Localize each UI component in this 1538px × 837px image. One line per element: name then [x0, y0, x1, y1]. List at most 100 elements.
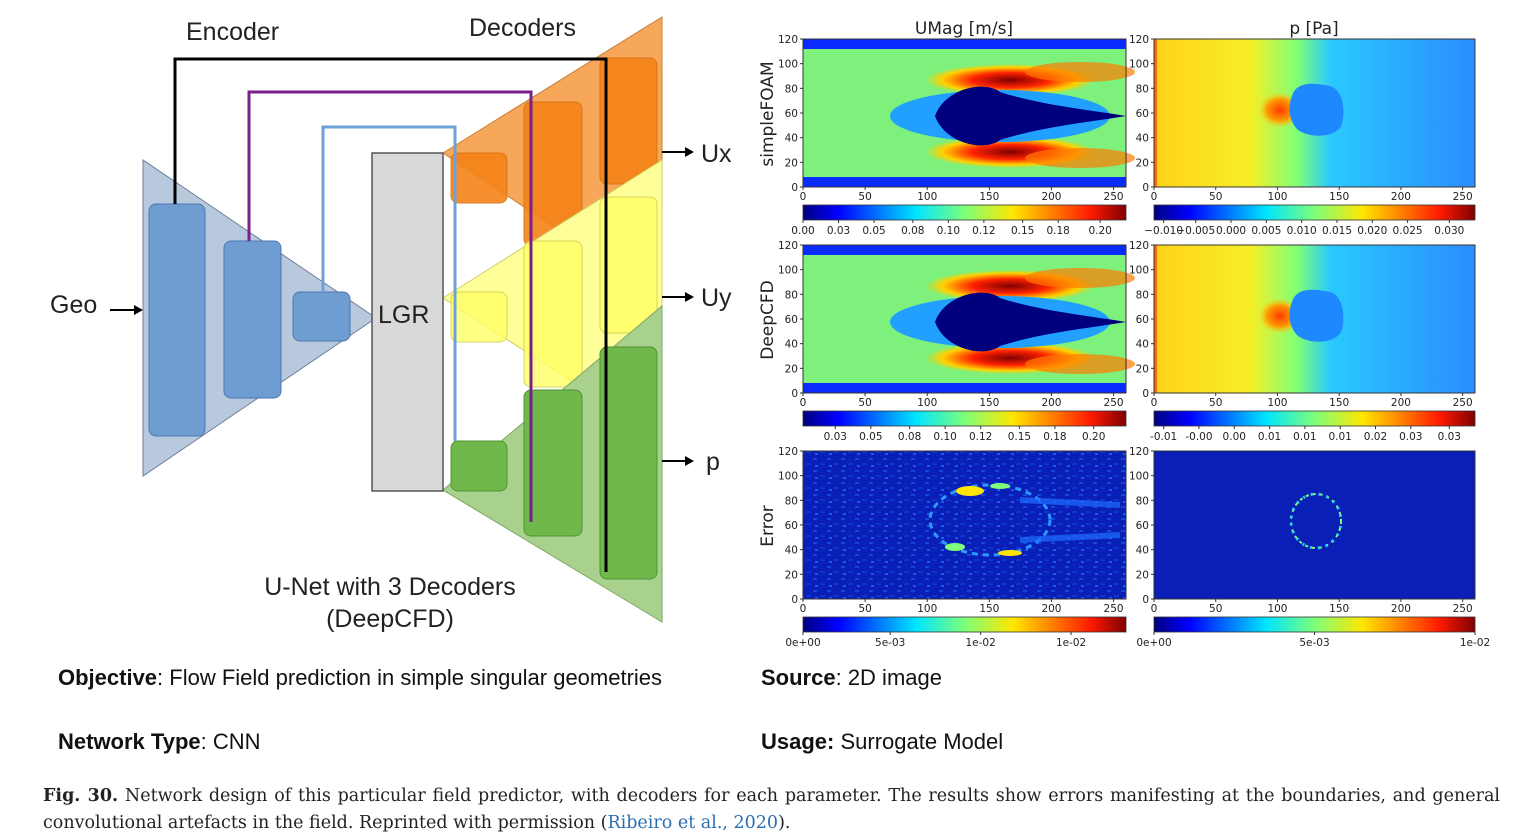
colorbar-tick-label: 0.02 — [1364, 431, 1387, 443]
y-tick-label: 20 — [785, 363, 798, 375]
colorbar-tick-label: 0.010 — [1287, 225, 1317, 237]
colorbar — [802, 616, 1127, 633]
x-tick-label: 50 — [1209, 191, 1222, 203]
y-tick-label: 40 — [1136, 133, 1149, 145]
x-tick-label: 150 — [979, 397, 999, 409]
y-tick-label: 120 — [1129, 446, 1149, 458]
encoder-block — [148, 203, 206, 437]
caption-tail: ). — [778, 813, 791, 833]
input-arrowhead — [134, 305, 143, 315]
x-tick-label: 50 — [1209, 397, 1222, 409]
skip-connection-blue — [321, 125, 457, 441]
x-tick-label: 0 — [800, 191, 807, 203]
encoder-block — [223, 240, 282, 399]
colorbar-tick-label: 0.020 — [1357, 225, 1387, 237]
x-tick-label: 250 — [1104, 191, 1124, 203]
skip-connection-black — [173, 57, 608, 572]
x-tick-label: 150 — [979, 603, 999, 615]
column-title-umag: UMag [m/s] — [915, 19, 1013, 39]
decoder-block — [450, 440, 508, 492]
x-tick-label: 150 — [1329, 603, 1349, 615]
colorbar-tick-label: 1e-02 — [1460, 637, 1490, 649]
colorbar-tick-label: 0.030 — [1434, 225, 1464, 237]
y-tick-label: 120 — [778, 34, 798, 46]
objective-line: Objective: Flow Field prediction in simp… — [58, 665, 662, 691]
y-tick-label: 60 — [1136, 520, 1149, 532]
y-tick-label: 40 — [785, 133, 798, 145]
y-tick-label: 40 — [785, 339, 798, 351]
caption-text: Network design of this particular field … — [43, 786, 1500, 833]
decoder-block — [523, 240, 583, 388]
x-tick-label: 100 — [1267, 603, 1287, 615]
source-value: : 2D image — [835, 665, 942, 690]
colorbar-tick-label: 0.20 — [1082, 431, 1105, 443]
y-tick-label: 80 — [785, 495, 798, 507]
colorbar-tick-label: 5e-03 — [1299, 637, 1329, 649]
x-tick-label: 100 — [1267, 397, 1287, 409]
colorbar-tick-label: 0.12 — [969, 431, 992, 443]
colorbar — [1153, 204, 1476, 221]
y-tick-label: 20 — [1136, 363, 1149, 375]
colorbar — [802, 204, 1127, 221]
colorbar-tick-label: 0.01 — [1293, 431, 1316, 443]
decoder-block — [599, 346, 658, 580]
x-tick-label: 250 — [1453, 191, 1473, 203]
x-tick-label: 50 — [858, 603, 871, 615]
colorbar-tick-label: 0.08 — [901, 225, 924, 237]
y-tick-label: 0 — [791, 388, 798, 400]
y-tick-label: 0 — [791, 182, 798, 194]
y-tick-label: 100 — [1129, 265, 1149, 277]
x-tick-label: 0 — [800, 397, 807, 409]
caption-reference-link[interactable]: Ribeiro et al., 2020 — [607, 813, 779, 833]
y-tick-label: 0 — [1142, 182, 1149, 194]
objective-key: Objective — [58, 665, 158, 690]
output-label-ux: Ux — [701, 140, 732, 168]
figure-caption: Fig. 30. Network design of this particul… — [43, 783, 1500, 837]
colorbar-tick-label: 0.05 — [862, 225, 885, 237]
x-tick-label: 0 — [1151, 397, 1158, 409]
colorbar-tick-label: 0.10 — [933, 431, 956, 443]
x-tick-label: 100 — [1267, 191, 1287, 203]
y-tick-label: 120 — [1129, 34, 1149, 46]
colorbar-tick-label: 0.05 — [859, 431, 882, 443]
y-tick-label: 80 — [785, 289, 798, 301]
colorbar — [1153, 410, 1476, 427]
y-tick-label: 60 — [785, 108, 798, 120]
output-label-p: p — [706, 448, 720, 476]
decoders-label: Decoders — [469, 14, 576, 42]
colorbar-tick-label: 1e-02 — [1056, 637, 1086, 649]
colorbar-tick-label: 0.00 — [1223, 431, 1246, 443]
output-arrowhead — [685, 147, 694, 157]
row-label-error: Error — [758, 505, 778, 546]
decoder-block — [523, 389, 583, 537]
x-tick-label: 250 — [1104, 397, 1124, 409]
colorbar-tick-label: 0.000 — [1216, 225, 1246, 237]
source-line: Source: 2D image — [761, 665, 942, 691]
skip-connection-purple — [247, 90, 533, 522]
x-tick-label: 200 — [1391, 191, 1411, 203]
y-tick-label: 100 — [1129, 59, 1149, 71]
output-label-uy: Uy — [701, 284, 732, 312]
x-tick-label: 50 — [1209, 603, 1222, 615]
y-tick-label: 0 — [791, 594, 798, 606]
x-tick-label: 100 — [917, 397, 937, 409]
y-tick-label: 60 — [1136, 314, 1149, 326]
colorbar-tick-label: 0e+00 — [785, 637, 820, 649]
colorbar-tick-label: 0.10 — [937, 225, 960, 237]
colorbar-tick-label: 0.15 — [1011, 225, 1034, 237]
colorbar-tick-label: 0.12 — [972, 225, 995, 237]
column-title-p: p [Pa] — [1289, 19, 1338, 39]
y-tick-label: 20 — [785, 157, 798, 169]
y-tick-label: 100 — [778, 265, 798, 277]
colorbar-tick-label: -0.00 — [1185, 431, 1212, 443]
colorbar-tick-label: -0.01 — [1150, 431, 1177, 443]
decoder-block — [450, 291, 508, 343]
lgr-block — [371, 152, 444, 492]
x-tick-label: 0 — [1151, 603, 1158, 615]
colorbar — [802, 410, 1127, 427]
colorbar-tick-label: 0e+00 — [1136, 637, 1171, 649]
colorbar-tick-label: 0.01 — [1328, 431, 1351, 443]
usage-key: Usage: — [761, 729, 835, 754]
result-plots: UMag [m/s] p [Pa] simpleFOAM DeepCFD Err… — [758, 19, 1490, 649]
